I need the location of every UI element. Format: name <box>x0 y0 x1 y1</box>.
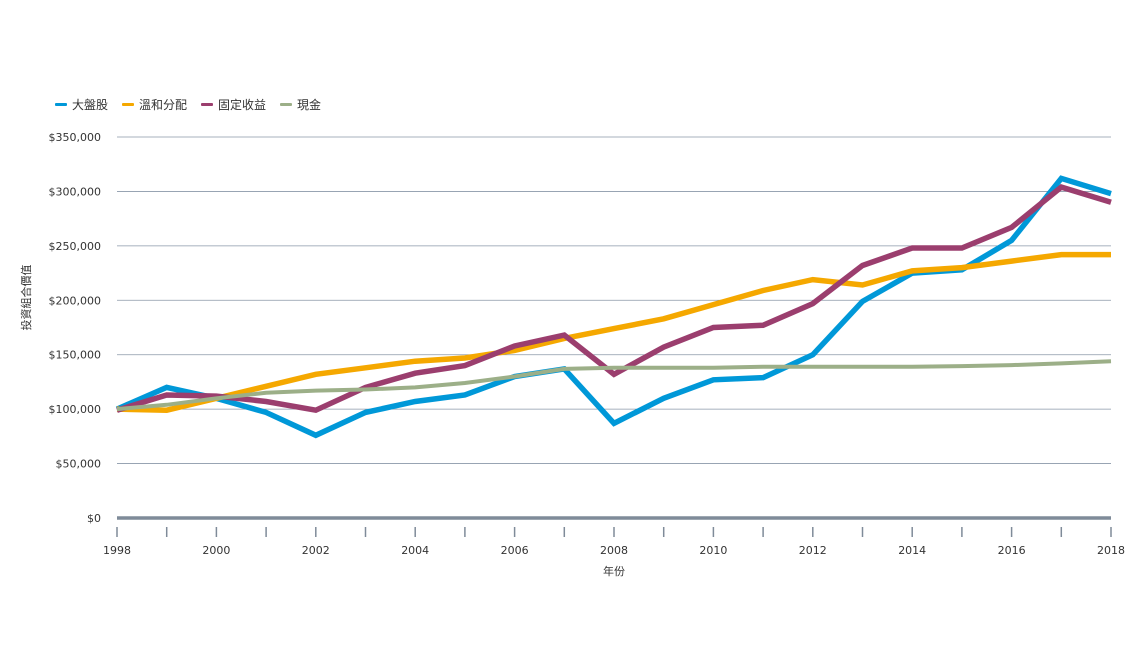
legend-swatch-moderate-allocation <box>122 103 135 106</box>
series-line <box>116 184 1112 414</box>
y-tick-label: $300,000 <box>49 185 102 198</box>
legend-label-fixed-income: 固定收益 <box>218 98 267 112</box>
y-axis-tick-labels: $0 $50,000 $100,000 $150,000 $200,000 $250,00… <box>49 131 102 525</box>
y-tick-label: $200,000 <box>49 294 102 307</box>
legend-label-cash: 現金 <box>297 98 322 112</box>
y-tick-label: $50,000 <box>56 458 102 471</box>
x-tick-label: 1998 <box>103 544 131 557</box>
x-axis-ticks: 1998 2000 2002 2004 2006 2008 2010 2012 2014 2016… <box>103 527 1125 557</box>
x-tick-label: 2012 <box>799 544 827 557</box>
legend-swatch-large-cap <box>55 103 67 106</box>
legend-label-large-cap: 大盤股 <box>72 98 109 112</box>
legend-item-moderate-allocation: 溫和分配 <box>122 96 187 113</box>
x-tick-label: 2000 <box>202 544 230 557</box>
x-tick-label: 2008 <box>600 544 628 557</box>
y-tick-label: $100,000 <box>49 403 102 416</box>
legend-item-large-cap: 大盤股 <box>55 96 108 113</box>
x-tick-label: 2018 <box>1097 544 1125 557</box>
series-line <box>116 251 1111 413</box>
series-line <box>115 175 1112 439</box>
x-tick-label: 2014 <box>898 544 926 557</box>
legend: 大盤股 溫和分配 固定收益 現金 <box>55 96 321 113</box>
legend-item-fixed-income: 固定收益 <box>201 96 266 113</box>
x-tick-label: 2016 <box>998 544 1026 557</box>
x-axis-title: 年份 <box>603 564 625 578</box>
legend-item-cash: 現金 <box>280 96 321 113</box>
y-tick-label: $250,000 <box>49 240 102 253</box>
y-tick-label: $0 <box>87 512 101 525</box>
x-tick-label: 2010 <box>699 544 727 557</box>
legend-swatch-fixed-income <box>201 103 214 106</box>
x-tick-label: 2006 <box>501 544 529 557</box>
y-tick-label: $150,000 <box>49 349 102 362</box>
series-line <box>116 359 1112 412</box>
legend-swatch-cash <box>280 103 293 106</box>
y-axis-title: 投資組合價值 <box>19 265 33 331</box>
series-lines <box>115 175 1112 439</box>
x-tick-label: 2004 <box>401 544 429 557</box>
y-tick-label: $350,000 <box>49 131 102 144</box>
x-tick-label: 2002 <box>302 544 330 557</box>
legend-label-moderate-allocation: 溫和分配 <box>139 98 188 112</box>
